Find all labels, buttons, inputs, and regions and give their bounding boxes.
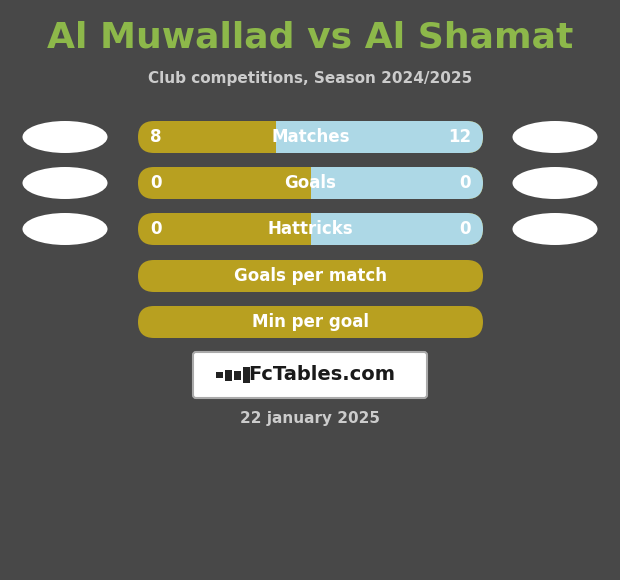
Ellipse shape — [22, 213, 107, 245]
Bar — [311, 167, 327, 199]
Text: FcTables.com: FcTables.com — [249, 365, 396, 385]
FancyBboxPatch shape — [193, 352, 427, 398]
Bar — [234, 371, 241, 379]
FancyBboxPatch shape — [311, 213, 483, 245]
FancyBboxPatch shape — [138, 306, 483, 338]
Text: 0: 0 — [150, 220, 161, 238]
FancyBboxPatch shape — [138, 121, 483, 153]
Ellipse shape — [513, 167, 598, 199]
Text: Club competitions, Season 2024/2025: Club competitions, Season 2024/2025 — [148, 71, 472, 85]
Text: Al Muwallad vs Al Shamat: Al Muwallad vs Al Shamat — [47, 21, 573, 55]
Text: 0: 0 — [150, 174, 161, 192]
FancyBboxPatch shape — [138, 260, 483, 292]
FancyBboxPatch shape — [276, 121, 483, 153]
Ellipse shape — [513, 121, 598, 153]
FancyBboxPatch shape — [138, 167, 483, 199]
Bar — [311, 213, 327, 245]
Text: 8: 8 — [150, 128, 161, 146]
Bar — [276, 121, 293, 153]
Ellipse shape — [22, 167, 107, 199]
Text: 22 january 2025: 22 january 2025 — [240, 411, 380, 426]
Text: Hattricks: Hattricks — [268, 220, 353, 238]
Ellipse shape — [513, 213, 598, 245]
Text: Goals per match: Goals per match — [234, 267, 387, 285]
Text: Min per goal: Min per goal — [252, 313, 369, 331]
Ellipse shape — [22, 121, 107, 153]
Text: 0: 0 — [459, 174, 471, 192]
Text: Goals: Goals — [285, 174, 337, 192]
FancyBboxPatch shape — [311, 167, 483, 199]
FancyBboxPatch shape — [138, 213, 483, 245]
Bar — [225, 369, 232, 380]
Text: 0: 0 — [459, 220, 471, 238]
Bar — [216, 372, 223, 378]
Text: Matches: Matches — [272, 128, 350, 146]
Bar — [243, 367, 250, 383]
Text: 12: 12 — [448, 128, 471, 146]
